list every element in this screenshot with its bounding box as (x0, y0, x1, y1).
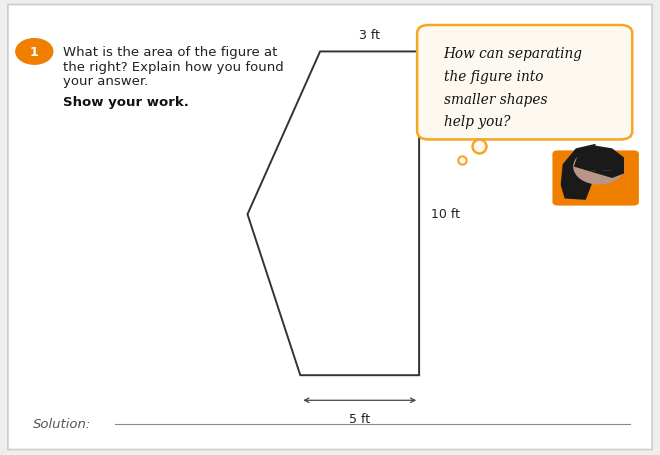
Polygon shape (574, 146, 624, 178)
Polygon shape (248, 52, 419, 375)
Text: your answer.: your answer. (63, 75, 148, 88)
Text: the right? Explain how you found: the right? Explain how you found (63, 61, 283, 73)
Text: smaller shapes: smaller shapes (444, 92, 547, 106)
Text: How can separating: How can separating (444, 47, 583, 61)
Circle shape (16, 40, 53, 65)
FancyBboxPatch shape (417, 26, 632, 140)
Text: 5 ft: 5 ft (349, 412, 370, 425)
Circle shape (574, 150, 624, 184)
Text: 1: 1 (30, 46, 39, 59)
Text: What is the area of the figure at: What is the area of the figure at (63, 46, 277, 59)
Text: the figure into: the figure into (444, 70, 543, 84)
Text: Show your work.: Show your work. (63, 96, 189, 109)
Polygon shape (560, 145, 595, 200)
Text: 10 ft: 10 ft (431, 207, 460, 220)
FancyBboxPatch shape (552, 151, 639, 206)
Text: Solution:: Solution: (33, 418, 91, 430)
Text: 3 ft: 3 ft (359, 29, 380, 42)
Text: help you?: help you? (444, 115, 510, 129)
